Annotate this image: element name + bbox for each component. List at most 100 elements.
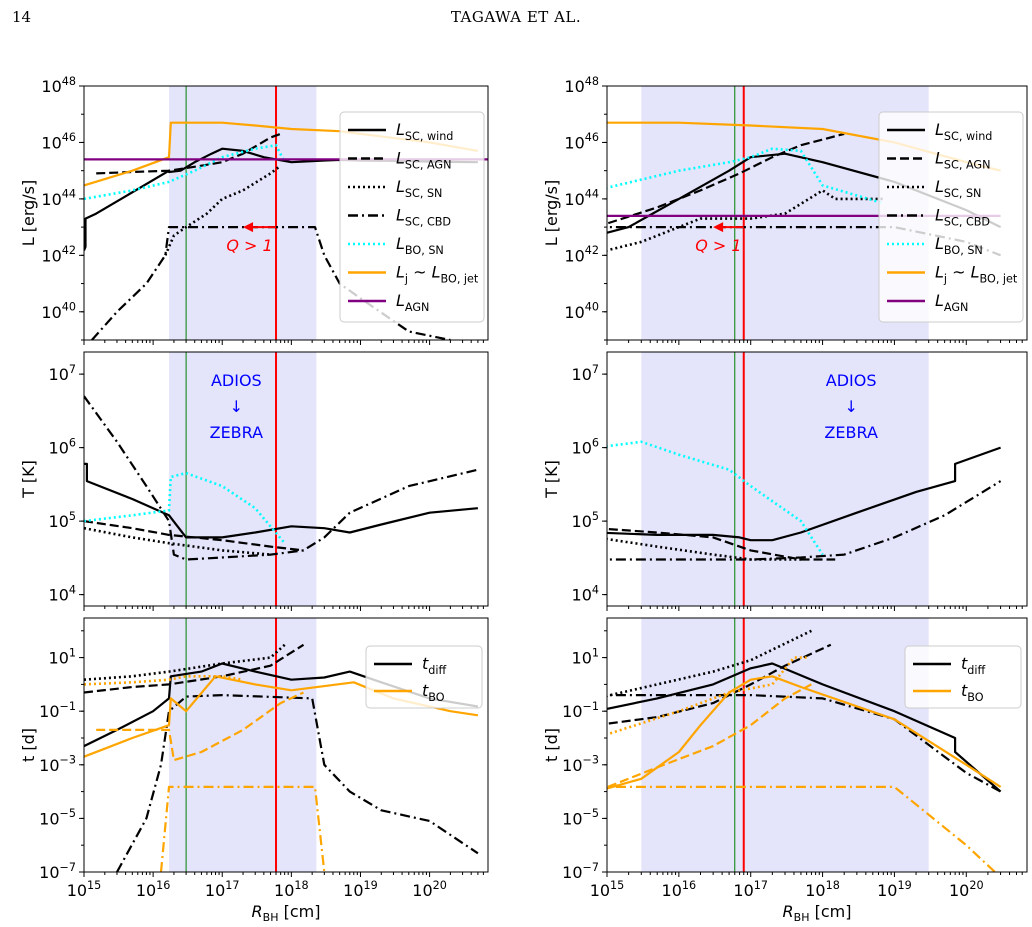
legend-label: tBO bbox=[961, 681, 984, 704]
y-tick-label: 1046 bbox=[41, 131, 76, 152]
series-t-diff_agn bbox=[84, 643, 305, 694]
series-L-sc_agn bbox=[607, 132, 845, 225]
legend-label: LAGN bbox=[396, 291, 429, 314]
y-tick-label: 10−5 bbox=[562, 807, 599, 828]
axes-frame bbox=[606, 85, 1028, 341]
x-tick-label: 1018 bbox=[274, 879, 309, 900]
y-tick-label: 1042 bbox=[564, 244, 599, 265]
panel-left-L: 1040 1042 1044 1046 1048 L [erg/s] Q > 1 LSC, w… bbox=[19, 75, 489, 345]
y-tick-label: 1044 bbox=[564, 188, 599, 209]
shaded-region bbox=[641, 352, 929, 606]
series-t-bo_cbd bbox=[159, 785, 326, 872]
y-axis-label: L [erg/s] bbox=[19, 180, 38, 247]
series-T-bo_sn bbox=[607, 440, 824, 556]
panel-left-T: 104 105 106 107 T [K] ADIOS ↓ ZEBRA bbox=[19, 351, 489, 611]
series-L-sc_agn bbox=[96, 132, 281, 175]
y-axis-label: T [K] bbox=[19, 460, 38, 499]
legend-label: Lj ~ LBO, jet bbox=[935, 263, 1018, 286]
legend-label: LSC, wind bbox=[396, 120, 453, 143]
y-tick-label: 105 bbox=[49, 510, 76, 531]
x-axis-label: RBH [cm] bbox=[783, 902, 852, 924]
axes-frame bbox=[606, 351, 1028, 607]
series-t-bo_agn bbox=[96, 691, 304, 762]
x-tick-label: 1015 bbox=[590, 879, 625, 900]
panel-right-L: 1040 1042 1044 1046 1048 L [erg/s] Q > 1 LSC, w… bbox=[542, 75, 1028, 345]
shaded-region bbox=[169, 352, 317, 606]
y-tick-label: 1044 bbox=[41, 188, 76, 209]
q-arrow-head bbox=[713, 222, 724, 233]
y-tick-label: 1042 bbox=[41, 244, 76, 265]
series-t-diff_wind bbox=[607, 662, 1002, 793]
x-tick-label: 1019 bbox=[877, 879, 912, 900]
y-tick-label: 10−1 bbox=[562, 700, 599, 721]
y-tick-label: 107 bbox=[572, 363, 599, 384]
y-tick-label: 10−3 bbox=[39, 754, 76, 775]
x-tick-label: 1017 bbox=[205, 879, 240, 900]
axes-frame bbox=[83, 617, 489, 873]
y-axis-label: L [erg/s] bbox=[542, 180, 561, 247]
y-tick-label: 10−5 bbox=[39, 807, 76, 828]
series-T-sc_sn bbox=[84, 526, 271, 556]
zebra-label: ZEBRA bbox=[824, 423, 878, 442]
series-T-sc_agn bbox=[607, 527, 836, 561]
running-title: TAGAWA ET AL. bbox=[450, 8, 582, 26]
q-arrow-head bbox=[243, 222, 254, 233]
y-tick-label: 101 bbox=[572, 646, 599, 667]
series-L-bo_sn bbox=[84, 143, 286, 201]
q-label: Q > 1 bbox=[226, 236, 272, 255]
series-t-bo_sn bbox=[607, 656, 807, 736]
legend-box bbox=[365, 645, 483, 709]
legend-t: tdiff tBO bbox=[904, 645, 1022, 709]
x-tick-label: 1016 bbox=[136, 879, 171, 900]
y-tick-label: 106 bbox=[572, 436, 599, 457]
y-axis-label: t [d] bbox=[19, 728, 38, 762]
y-tick-label: 10−7 bbox=[562, 861, 599, 882]
y-tick-label: 1046 bbox=[564, 131, 599, 152]
series-T-sc_cbd bbox=[607, 480, 1002, 561]
legend-label: LSC, AGN bbox=[396, 149, 451, 172]
series-t-diff_sn bbox=[84, 643, 286, 681]
adios-arrow: ↓ bbox=[844, 397, 857, 416]
axes-frame bbox=[83, 85, 489, 341]
y-tick-label: 1040 bbox=[564, 301, 599, 322]
y-tick-label: 1048 bbox=[41, 75, 76, 96]
series-t-bo_sn bbox=[84, 674, 244, 686]
y-tick-label: 101 bbox=[49, 646, 76, 667]
x-tick-label: 1017 bbox=[733, 879, 768, 900]
legend-label: LSC, CBD bbox=[396, 206, 451, 229]
legend-label: Lj ~ LBO, jet bbox=[396, 263, 479, 286]
y-tick-label: 1048 bbox=[564, 75, 599, 96]
series-L-sc_sn bbox=[164, 164, 282, 256]
x-tick-label: 1018 bbox=[805, 879, 840, 900]
legend-label: LBO, SN bbox=[396, 234, 444, 257]
legend-label: tBO bbox=[422, 681, 445, 704]
legend-label: LBO, SN bbox=[935, 234, 983, 257]
y-tick-label: 10−7 bbox=[39, 861, 76, 882]
legend-label: LSC, SN bbox=[396, 177, 442, 200]
adios-arrow: ↓ bbox=[230, 397, 243, 416]
legend-label: LSC, SN bbox=[935, 177, 981, 200]
series-T-bo_sn bbox=[84, 471, 286, 545]
y-tick-label: 10−3 bbox=[562, 754, 599, 775]
x-tick-label: 1015 bbox=[67, 879, 102, 900]
legend-label: LSC, AGN bbox=[935, 149, 990, 172]
legend-L: LSC, wind LSC, AGN LSC, SN LSC, CBD LBO, SN L… bbox=[878, 111, 1024, 323]
series-T-sc_agn bbox=[84, 520, 304, 552]
x-tick-label: 1016 bbox=[662, 879, 697, 900]
series-t-bo_agn bbox=[607, 683, 812, 789]
adios-label: ADIOS bbox=[826, 371, 877, 390]
y-tick-label: 107 bbox=[49, 363, 76, 384]
x-tick-label: 1019 bbox=[343, 879, 378, 900]
series-T-sc_sn bbox=[607, 537, 801, 561]
legend-box bbox=[904, 645, 1022, 709]
axes-frame bbox=[606, 617, 1028, 873]
legend-label: tdiff bbox=[961, 654, 985, 677]
y-tick-label: 10−1 bbox=[39, 700, 76, 721]
series-T-sc_wind bbox=[607, 446, 1001, 542]
adios-label: ADIOS bbox=[211, 371, 262, 390]
axes-frame bbox=[83, 351, 489, 607]
y-tick-label: 1040 bbox=[41, 301, 76, 322]
q-label: Q > 1 bbox=[695, 236, 741, 255]
shaded-region bbox=[641, 618, 929, 872]
